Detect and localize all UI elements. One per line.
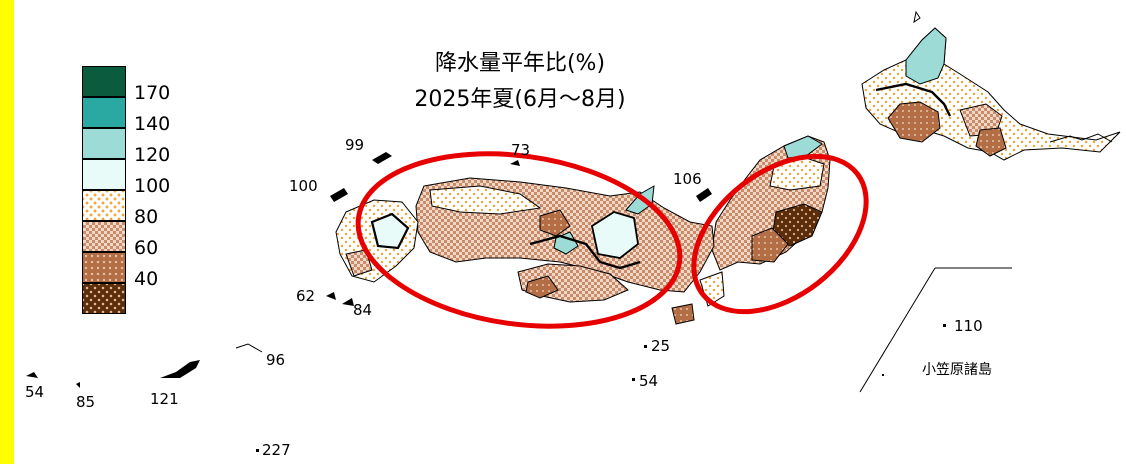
central-contour xyxy=(529,234,641,270)
legend-swatch-pale-cyan xyxy=(82,159,126,190)
value-hateruma: 85 xyxy=(76,393,96,411)
value-okinotori: 227 xyxy=(262,441,291,459)
legend-swatch-dark-teal xyxy=(82,66,126,97)
sanin-orange-area xyxy=(429,185,542,215)
tsushima-island xyxy=(330,188,348,202)
hahajima-island xyxy=(882,374,884,376)
legend-swatch-teal xyxy=(82,97,126,128)
yellow-side-stripe xyxy=(0,0,14,464)
red-annotation-ellipse-west xyxy=(355,151,683,329)
value-aogashima: 54 xyxy=(639,372,659,390)
okinotori-island xyxy=(256,449,259,452)
oki-island xyxy=(372,152,392,164)
tohoku-north-teal xyxy=(783,135,823,159)
value-goto: 62 xyxy=(296,287,316,305)
koshiki-island xyxy=(342,298,354,306)
tokara-islands xyxy=(235,343,263,353)
hokkaido-region xyxy=(861,10,1121,161)
hokkaido-brown-area xyxy=(887,101,941,143)
map-title: 降水量平年比(%) xyxy=(434,51,606,76)
kurile-islands xyxy=(1049,133,1113,143)
value-tsushima: 100 xyxy=(289,177,318,195)
goto-island xyxy=(326,292,336,300)
hachijo-island xyxy=(644,345,647,348)
value-yonaguni: 54 xyxy=(25,383,45,401)
kanto-brown-area xyxy=(751,227,789,263)
ogasawara-inset-label: 小笠原諸島 xyxy=(922,362,992,378)
value-tokara: 96 xyxy=(266,351,286,369)
kinki-brown-area xyxy=(539,209,571,237)
value-takeshima: 73 xyxy=(511,141,531,159)
west-honshu-region xyxy=(415,177,715,293)
value-sado: 106 xyxy=(673,170,702,188)
kii-island xyxy=(671,303,695,325)
legend-label: 120 xyxy=(134,144,171,166)
rishiri-island xyxy=(913,10,921,24)
takeshima-island xyxy=(510,160,520,166)
legend-label: 100 xyxy=(134,175,171,197)
yonaguni-island xyxy=(26,372,38,378)
hokkaido-teal-area xyxy=(905,27,947,85)
hokuriku-teal-area xyxy=(590,211,639,259)
aogashima-island xyxy=(632,378,635,381)
okinawa-island xyxy=(160,360,200,378)
legend-swatch-dark-brown-dots xyxy=(82,283,126,314)
kyushu-pale-area xyxy=(370,212,410,250)
legend-label: 60 xyxy=(134,237,159,259)
hokkaido-east-brown xyxy=(975,127,1007,157)
value-miyako: 121 xyxy=(150,390,179,408)
west-teal-lake xyxy=(553,231,579,255)
kyushu-region xyxy=(335,199,419,283)
legend-swatch-light-teal xyxy=(82,128,126,159)
shikoku-brown-area xyxy=(525,275,559,299)
legend-swatch-brown-checker xyxy=(82,221,126,252)
legend-label: 80 xyxy=(134,206,159,228)
map-subtitle: 2025年夏(6月〜8月) xyxy=(414,87,626,112)
legend-swatch-brown-dots xyxy=(82,252,126,283)
red-annotation-ellipse-east xyxy=(691,153,869,315)
island-markers xyxy=(26,152,946,452)
legend-label: 140 xyxy=(134,113,171,135)
value-chichijima: 110 xyxy=(954,317,983,335)
legend-swatch-orange-dots xyxy=(82,190,126,221)
value-hachijo: 25 xyxy=(651,337,671,355)
shikoku-region xyxy=(517,263,629,303)
hokkaido-contour xyxy=(875,82,952,117)
ogasawara-inset-frame xyxy=(859,267,1012,393)
east-honshu-region xyxy=(699,135,831,307)
legend-label: 170 xyxy=(134,82,171,104)
sado-island xyxy=(696,188,712,202)
kyushu-checker-area xyxy=(345,249,373,277)
hokkaido-checker-area xyxy=(959,103,1003,137)
chichijima-island xyxy=(943,324,946,327)
legend-label: 40 xyxy=(134,268,159,290)
value-koshiki: 84 xyxy=(353,301,373,319)
value-oki: 99 xyxy=(345,136,365,154)
hateruma-island xyxy=(76,382,80,388)
